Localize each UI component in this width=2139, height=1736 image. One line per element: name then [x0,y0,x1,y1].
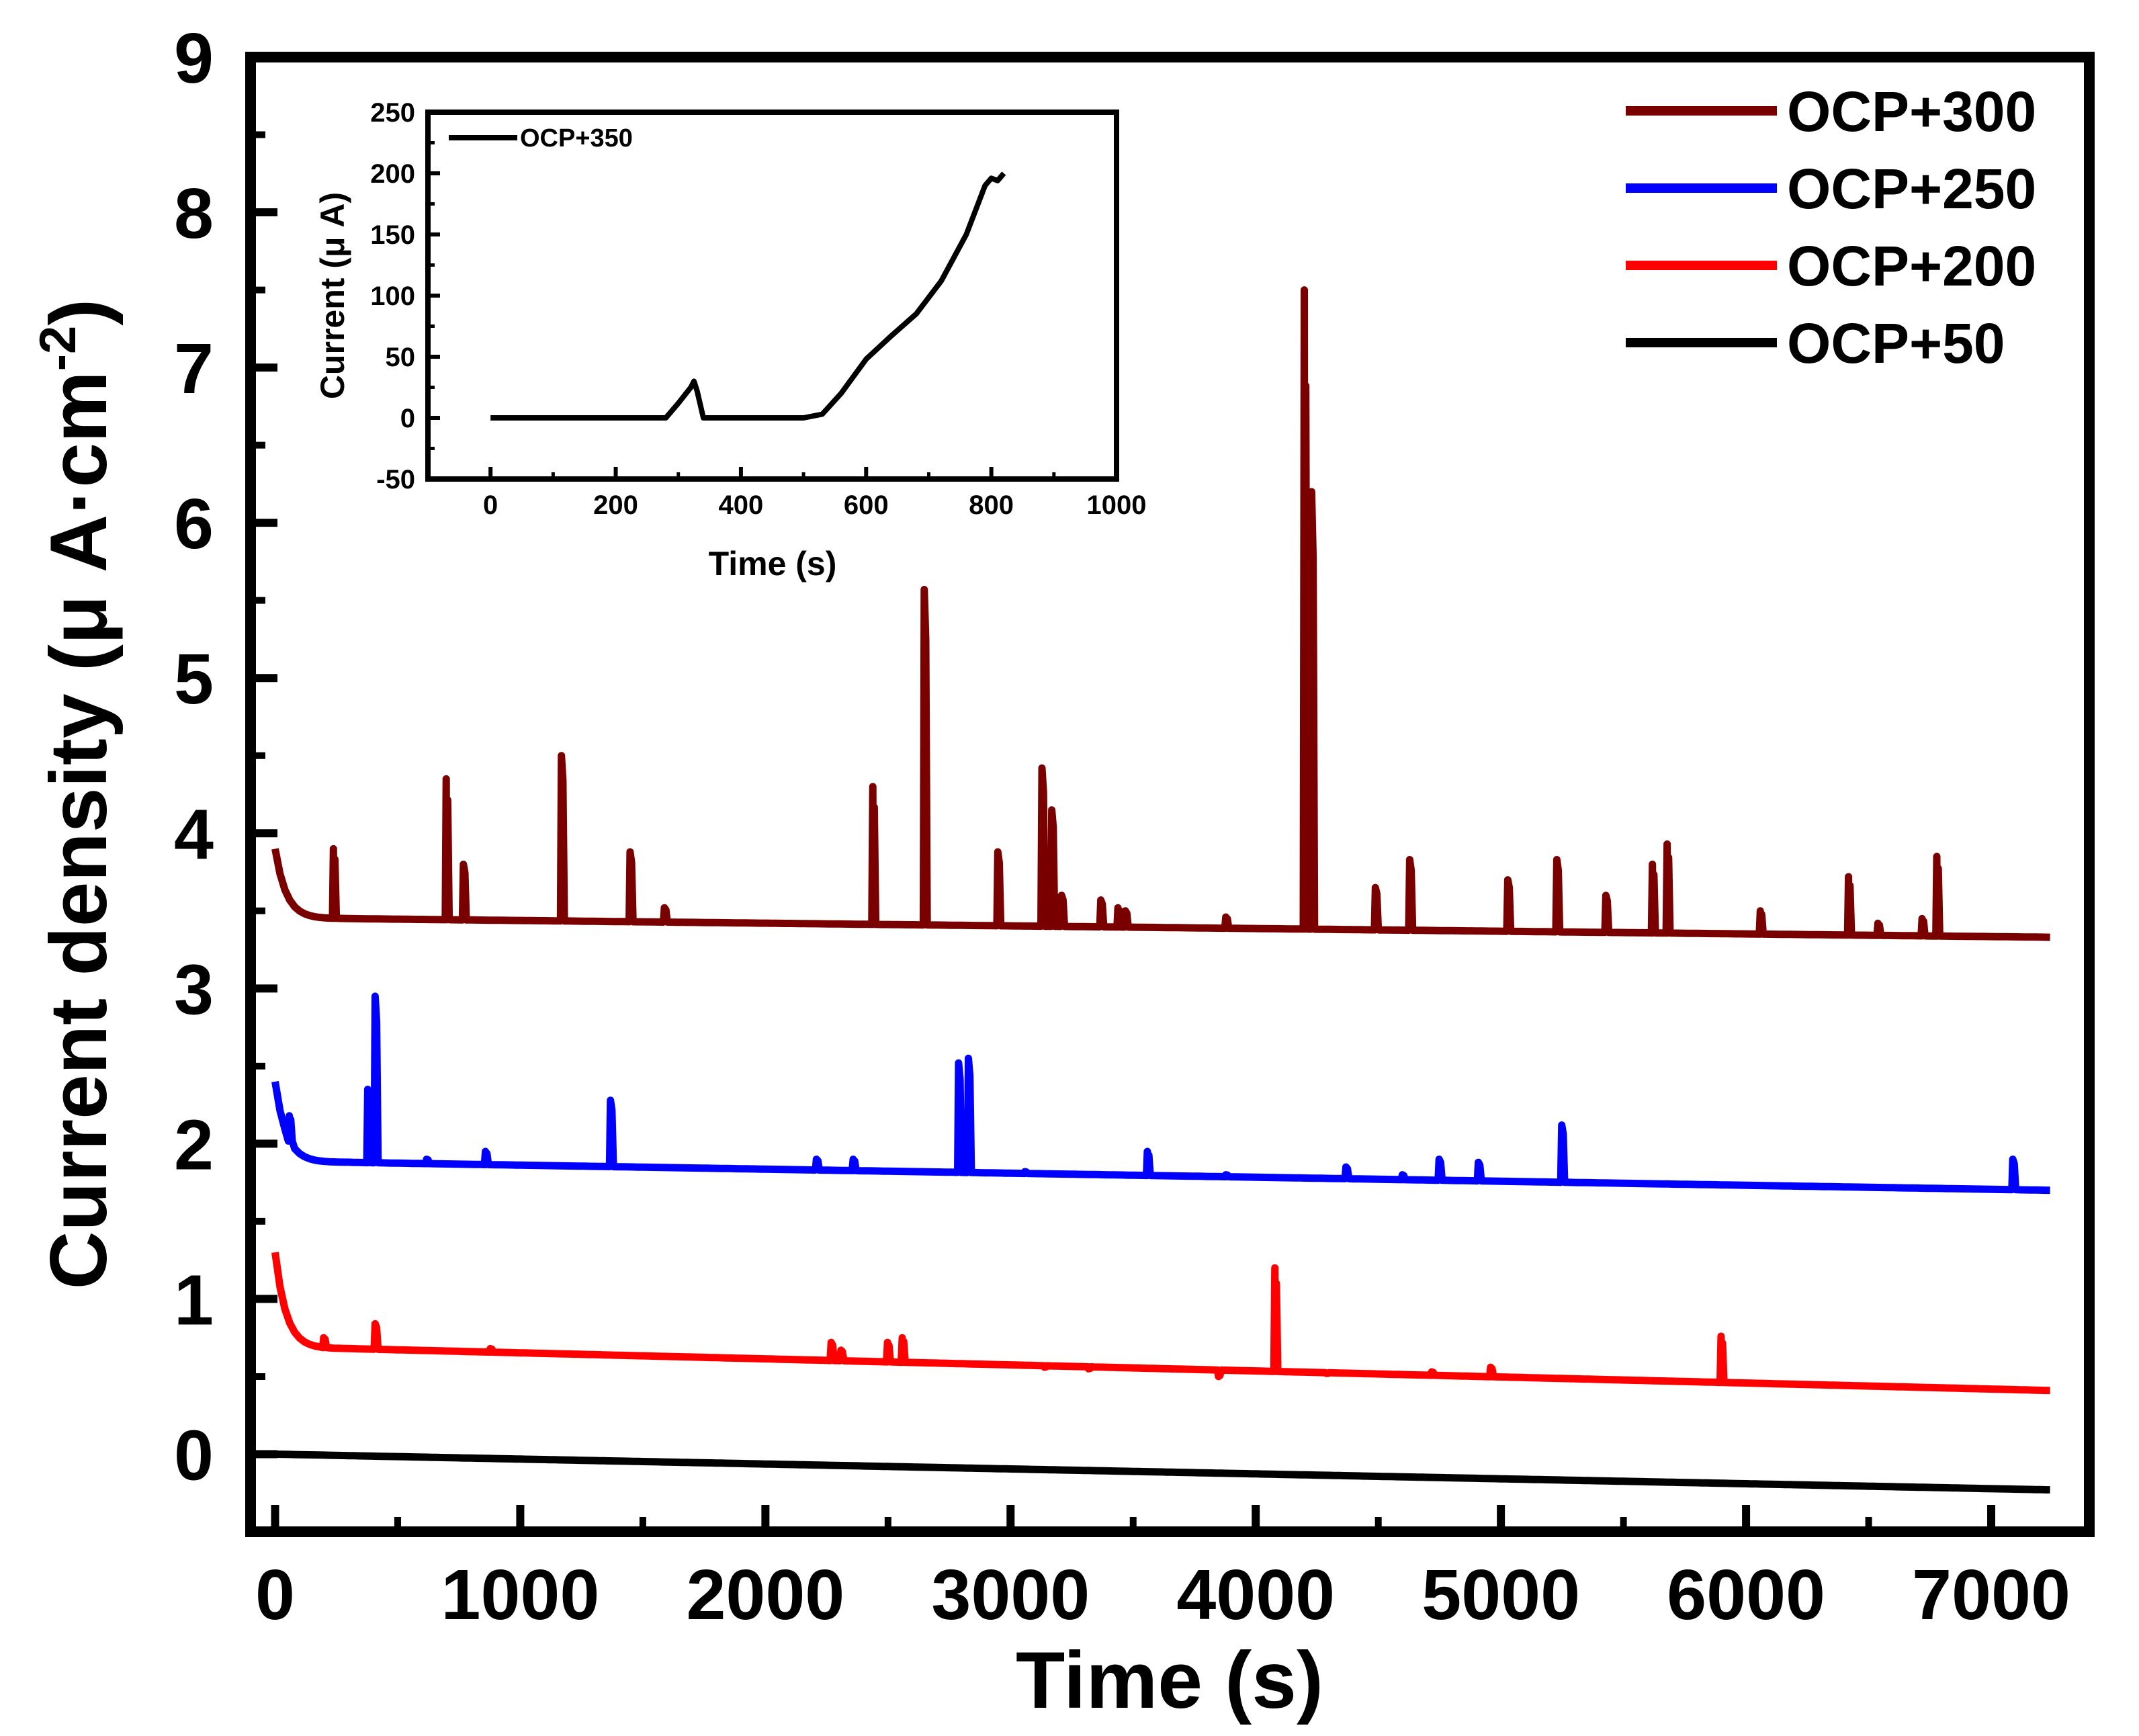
y-tick-label: 9 [174,19,214,98]
x-tick-label: 1000 [441,1555,600,1635]
inset-tick-labels: 0 200 400 600 800 1000 -50 0 50 100 150 200 250 [370,98,1146,520]
inset-x-tick-label: 1000 [1087,490,1147,520]
x-tick-label: 2000 [686,1555,844,1635]
inset-legend-label: OCP+350 [520,124,633,153]
main-axis-ticks [251,53,1996,1532]
x-tick-label: 4000 [1176,1555,1335,1635]
inset-y-tick-label: 150 [370,220,415,250]
main-series-lines [271,286,2050,1494]
y-tick-label: 6 [174,484,214,564]
inset-legend: OCP+350 [449,124,633,153]
inset-x-tick-label: 600 [844,490,889,520]
inset-y-tick-label: -50 [376,465,415,494]
series-line-ocp-plus-300 [271,286,2050,941]
inset-axis-ticks [428,110,1119,481]
main-plot-frame [245,52,2095,1537]
y-tick-label: 0 [174,1416,214,1495]
legend-label: OCP+50 [1787,312,2005,375]
inset-y-tick-label: 200 [370,159,415,189]
series-line-ocp-plus-250 [271,992,2050,1195]
y-tick-label: 2 [174,1105,214,1184]
legend-label: OCP+250 [1787,157,2036,220]
x-tick-label: 0 [255,1555,295,1635]
x-tick-label: 7000 [1912,1555,2070,1635]
y-tick-label: 7 [174,329,214,408]
x-axis-title: Time (s) [1016,1635,1323,1725]
main-chart: 0 1000 2000 3000 4000 5000 6000 70000123456789 … [30,19,2095,1725]
x-tick-label: 5000 [1422,1555,1580,1635]
main-legend: OCP+300 OCP+250 OCP+200 OCP+50 [1626,80,2036,375]
inset-y-tick-label: 50 [386,343,416,372]
x-tick-label: 6000 [1667,1555,1825,1635]
y-tick-label: 3 [174,950,214,1029]
inset-y-tick-label: 100 [370,281,415,311]
inset-y-tick-label: 0 [400,404,415,433]
inset-x-tick-label: 400 [719,490,764,520]
inset-series-lines [490,171,1006,421]
y-tick-label: 8 [174,174,214,253]
series-line-ocp-plus-50 [275,1450,2050,1494]
inset-x-tick-label: 0 [483,490,498,520]
legend-label: OCP+200 [1787,234,2036,298]
series-line-ocp-plus-200 [271,1252,2050,1395]
inset-y-axis-title: Current (μ A) [314,192,351,399]
y-axis-title: Current density (μ A·cm-2) [30,299,124,1290]
y-tick-label: 1 [174,1260,214,1340]
inset-series-line-ocp-plus-350 [490,171,1006,421]
inset-plot-frame [425,110,1119,482]
legend-label: OCP+300 [1787,80,2036,143]
inset-y-tick-label: 250 [370,98,415,128]
inset-x-axis-title: Time (s) [709,545,837,582]
x-tick-label: 3000 [931,1555,1090,1635]
inset-x-tick-label: 200 [593,490,638,520]
y-tick-label: 4 [174,795,214,874]
inset-chart: 0 200 400 600 800 1000 -50 0 50 100 150 200 250 Time… [314,98,1146,582]
inset-x-tick-label: 800 [969,490,1014,520]
y-tick-label: 5 [174,640,214,719]
